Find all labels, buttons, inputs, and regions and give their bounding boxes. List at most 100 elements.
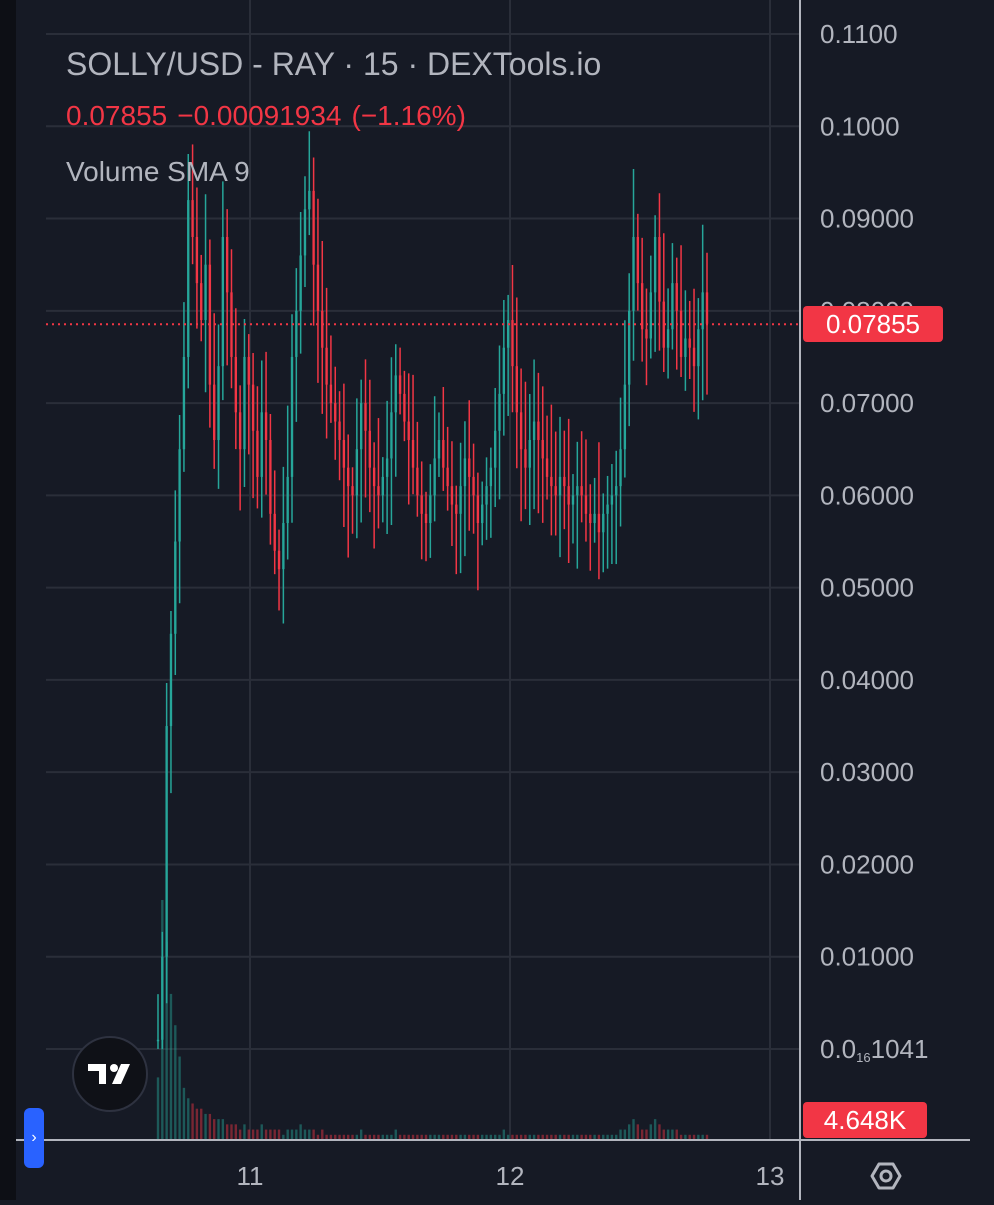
candle-body <box>238 412 242 450</box>
volume-bar <box>563 1134 566 1140</box>
volume-bar <box>165 941 168 1140</box>
candle-body <box>269 440 272 514</box>
candle-body <box>597 513 601 533</box>
candle-body <box>351 486 354 496</box>
volume-bar <box>390 1134 393 1140</box>
x-tick-label: 11 <box>237 1161 264 1191</box>
y-tick-label: 0.1100 <box>820 19 898 49</box>
candle-body <box>584 495 588 514</box>
candle-body <box>394 375 397 413</box>
tradingview-logo-icon[interactable] <box>72 1036 148 1112</box>
volume-bar <box>537 1134 540 1140</box>
volume-bar <box>619 1129 622 1140</box>
candle-body <box>429 495 432 524</box>
y-tick-label: 0.05000 <box>820 573 914 603</box>
axes: 0.11000.10000.090000.080000.070000.06000… <box>16 0 970 1200</box>
candlesticks[interactable] <box>156 131 709 1049</box>
volume-bar <box>368 1134 372 1140</box>
collapse-panel-button[interactable]: › <box>24 1108 44 1168</box>
candle-body <box>571 495 575 505</box>
candle-body <box>247 356 250 385</box>
candle-body <box>489 467 493 487</box>
volume-bar <box>364 1134 367 1140</box>
y-tick-label: 0.06000 <box>820 480 914 510</box>
candle-body <box>705 292 709 324</box>
candle-body <box>455 504 458 514</box>
candle-body <box>416 467 419 496</box>
volume-bars <box>156 900 709 1140</box>
candle-body <box>481 504 484 524</box>
candle-body <box>347 467 350 487</box>
candle-body <box>610 495 614 505</box>
volume-bar <box>325 1134 328 1140</box>
volume-bar <box>187 1098 190 1140</box>
candle-body <box>182 356 186 450</box>
candle-body <box>251 384 255 431</box>
volume-bar <box>385 1134 389 1140</box>
candle-body <box>675 283 678 311</box>
volume-indicator-label[interactable]: Volume SMA 9 <box>66 156 250 187</box>
y-tick-label: 0.01000 <box>820 942 914 972</box>
candle-body <box>308 190 311 210</box>
volume-bar <box>593 1134 596 1140</box>
candle-body <box>662 301 665 348</box>
volume-bar <box>321 1129 324 1140</box>
volume-bar <box>692 1134 696 1140</box>
volume-bar <box>697 1134 700 1140</box>
volume-bar <box>217 1119 220 1140</box>
volume-bar <box>476 1134 480 1140</box>
candle-body <box>502 347 506 394</box>
chart-settings-button[interactable] <box>866 1156 906 1196</box>
volume-bar <box>463 1134 467 1140</box>
volume-bar <box>208 1113 212 1140</box>
chart-legend-title: SOLLY/USD - RAY · 15 · DEXTools.io <box>66 46 602 82</box>
candle-body <box>303 209 307 256</box>
candle-body <box>204 264 207 321</box>
volume-bar <box>671 1129 674 1140</box>
volume-bar <box>649 1124 652 1140</box>
volume-bar <box>450 1134 454 1140</box>
candle-body <box>195 237 199 284</box>
volume-bar <box>580 1134 583 1140</box>
volume-bar <box>502 1129 506 1140</box>
volume-bar <box>247 1129 250 1140</box>
volume-bar <box>602 1134 605 1140</box>
candle-body <box>299 255 302 311</box>
candle-body <box>178 449 181 542</box>
volume-bar <box>528 1134 531 1140</box>
volume-bar <box>485 1134 488 1140</box>
candle-body <box>156 1039 160 1042</box>
candle-body <box>359 403 363 450</box>
volume-bar <box>221 1119 225 1140</box>
candle-body <box>532 421 536 440</box>
volume-bar <box>597 1134 601 1140</box>
volume-bar <box>532 1134 536 1140</box>
left-edge-strip <box>0 0 16 1200</box>
candle-body <box>666 329 670 348</box>
candle-body <box>679 310 683 357</box>
candle-body <box>377 486 380 496</box>
volume-bar <box>571 1134 575 1140</box>
candle-body <box>355 449 359 496</box>
candle-body <box>316 264 320 311</box>
volume-bar <box>329 1134 333 1140</box>
candle-body <box>649 292 652 339</box>
x-tick-label: 13 <box>756 1161 785 1191</box>
candle-body <box>545 458 549 477</box>
candle-body <box>450 486 454 505</box>
candle-body <box>550 476 553 487</box>
candle-body <box>498 393 501 431</box>
volume-bar <box>213 1119 216 1140</box>
volume-bar <box>459 1134 462 1140</box>
volume-bar <box>195 1108 199 1140</box>
volume-bar <box>424 1134 428 1140</box>
candle-body <box>476 495 480 524</box>
volume-bar <box>640 1129 644 1140</box>
candle-body <box>701 292 704 330</box>
candle-body <box>286 476 289 524</box>
volume-bar <box>191 1103 194 1140</box>
volume-bar <box>394 1129 397 1140</box>
candle-body <box>243 356 246 450</box>
